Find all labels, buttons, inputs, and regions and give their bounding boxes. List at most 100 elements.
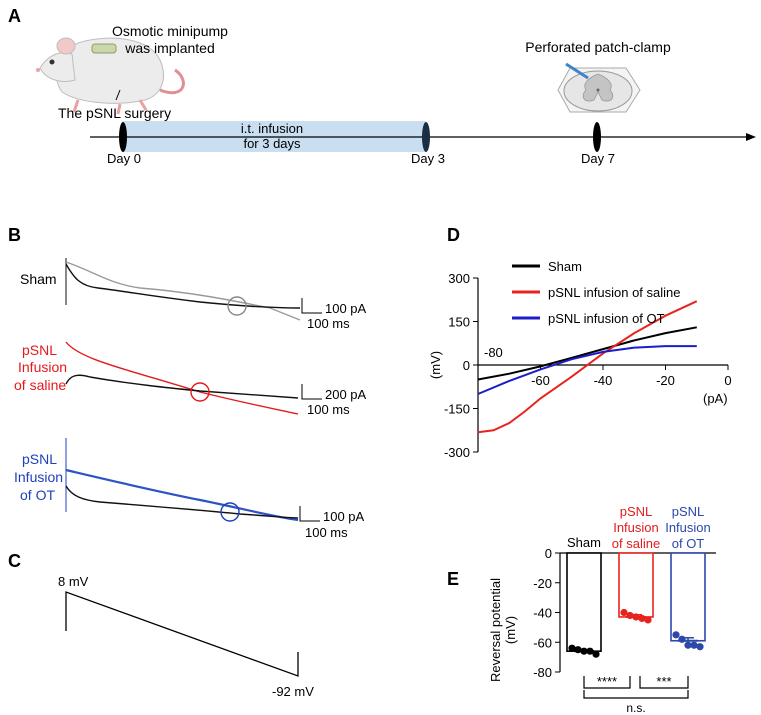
e-sig-label-1: **** <box>597 674 617 689</box>
e-point-0-0 <box>568 644 576 652</box>
b-row2-scale-time: 100 ms <box>307 402 350 417</box>
e-point-2-4 <box>696 643 704 651</box>
b-row3-scale-current: 100 pA <box>323 509 365 524</box>
b-row1-scale-current: 100 pA <box>325 301 367 316</box>
e-point-0-2 <box>580 647 588 655</box>
panel-letter-e: E <box>447 569 459 589</box>
e-y-tick-label-1: -20 <box>533 576 552 591</box>
d-y-tick-label-2: 0 <box>463 358 470 373</box>
d-x-tick-label-2: -20 <box>656 373 675 388</box>
day0-label: Day 0 <box>107 151 141 166</box>
d-y-tick-label-0: 300 <box>448 271 470 286</box>
e-point-0-4 <box>592 650 600 658</box>
e-point-1-3 <box>638 614 646 623</box>
d-y-tick-label-3: -150 <box>444 402 470 417</box>
e-point-2-1 <box>678 635 686 643</box>
d-y-tick-label-1: 150 <box>448 315 470 330</box>
e-point-2-0 <box>672 631 680 639</box>
b-row1-trace-ramp <box>65 261 301 321</box>
c-start-label: 8 mV <box>58 574 89 589</box>
patch-electrode <box>565 62 589 80</box>
b-row3-label-line1: pSNL <box>22 451 57 467</box>
d-series-line-1 <box>477 300 698 434</box>
b-row1-trace-sham <box>65 263 301 309</box>
b-row3-trace-sham <box>65 485 299 519</box>
d-x-label: (pA) <box>703 391 728 406</box>
e-reversal-chart: 0 -20 -40 -60 -80 <box>533 546 716 680</box>
timeline-arrowhead <box>746 133 756 141</box>
e-group-sham-label: Sham <box>567 535 601 550</box>
e-group-ot-line1: pSNL <box>672 504 705 519</box>
b-row2-scalebar <box>301 384 322 400</box>
b-row2-label-line3: of saline <box>14 377 66 393</box>
e-group-saline-line3: of saline <box>612 536 660 551</box>
e-point-1-4 <box>644 616 652 624</box>
e-bar-2 <box>670 552 706 642</box>
pump-label-line2: was implanted <box>124 40 215 56</box>
e-group-saline-line2: Infusion <box>613 520 659 535</box>
e-point-0-3 <box>586 647 594 655</box>
e-sig-label-2: *** <box>656 674 671 689</box>
b-row2-reversal-marker <box>190 382 210 402</box>
d-series-line-0 <box>477 326 697 381</box>
spinal-cord-illustration <box>557 62 641 113</box>
e-point-0-1 <box>574 646 582 654</box>
e-point-2-2 <box>684 641 692 649</box>
b-row2-label-line1: pSNL <box>22 342 57 358</box>
e-ylabel-line1: Reversal potential <box>488 578 503 682</box>
infusion-line1: i.t. infusion <box>241 121 303 136</box>
e-y-tick-label-2: -40 <box>533 606 552 621</box>
b-row1-reversal-marker <box>227 296 247 316</box>
b-row2-label-line2: Infusion <box>18 359 67 375</box>
e-sig-label-3: n.s. <box>626 701 645 715</box>
e-y-tick-label-3: -60 <box>533 635 552 650</box>
b-row1-scale-time: 100 ms <box>307 316 350 331</box>
d-iv-chart: 300 150 0 -150 -300 -60 -40 -20 0 -80 (pA) (mV) Sham… <box>428 259 732 460</box>
infusion-line2: for 3 days <box>243 136 301 151</box>
c-voltage-ramp <box>65 591 299 677</box>
e-sig-bracket-3 <box>583 690 689 699</box>
surgery-pointer <box>115 89 121 101</box>
d-legend-label-2: pSNL infusion of OT <box>548 311 665 326</box>
d-marker-label: -80 <box>484 345 503 360</box>
b-row1-scalebar <box>301 298 322 314</box>
d-x-tick-label-1: -40 <box>594 373 613 388</box>
e-group-ot-line3: of OT <box>672 536 705 551</box>
timeline-marker-day3 <box>422 122 430 152</box>
e-bar-1 <box>618 552 654 618</box>
e-y-tick-label-0: 0 <box>545 546 552 561</box>
e-point-1-2 <box>632 613 640 621</box>
d-legend-label-0: Sham <box>548 259 582 274</box>
patch-label: Perforated patch-clamp <box>525 39 671 55</box>
e-y-tick-label-4: -80 <box>533 665 552 680</box>
timeline-marker-day0 <box>119 122 127 152</box>
d-series-line-2 <box>477 345 697 395</box>
day7-label: Day 7 <box>581 151 615 166</box>
b-row2-trace-saline <box>65 341 299 415</box>
b-row3-scalebar <box>299 506 320 522</box>
b-row1-label: Sham <box>20 271 57 287</box>
e-ylabel-line2: (mV) <box>503 616 518 644</box>
panel-letter-b: B <box>8 225 21 245</box>
e-point-1-1 <box>626 611 634 620</box>
e-sig-bracket-1 <box>583 676 631 689</box>
b-row2-trace-sham <box>65 374 299 399</box>
e-sig-bracket-2 <box>639 676 689 689</box>
d-legend-label-1: pSNL infusion of saline <box>548 285 681 300</box>
panel-letter-d: D <box>447 225 460 245</box>
d-y-label: (mV) <box>428 351 443 379</box>
d-x-tick-label-0: -60 <box>531 373 550 388</box>
b-row3-label-line3: of OT <box>20 487 55 503</box>
day3-label: Day 3 <box>411 151 445 166</box>
mouse-illustration <box>36 37 185 115</box>
e-group-ot-line2: Infusion <box>665 520 711 535</box>
e-point-1-0 <box>620 608 628 617</box>
b-row3-scale-time: 100 ms <box>305 525 348 540</box>
panel-letter-c: C <box>8 551 21 571</box>
c-end-label: -92 mV <box>272 684 314 699</box>
d-x-tick-label-3: 0 <box>724 373 731 388</box>
b-row3-label-line2: Infusion <box>14 469 63 485</box>
e-group-saline-line1: pSNL <box>620 504 653 519</box>
